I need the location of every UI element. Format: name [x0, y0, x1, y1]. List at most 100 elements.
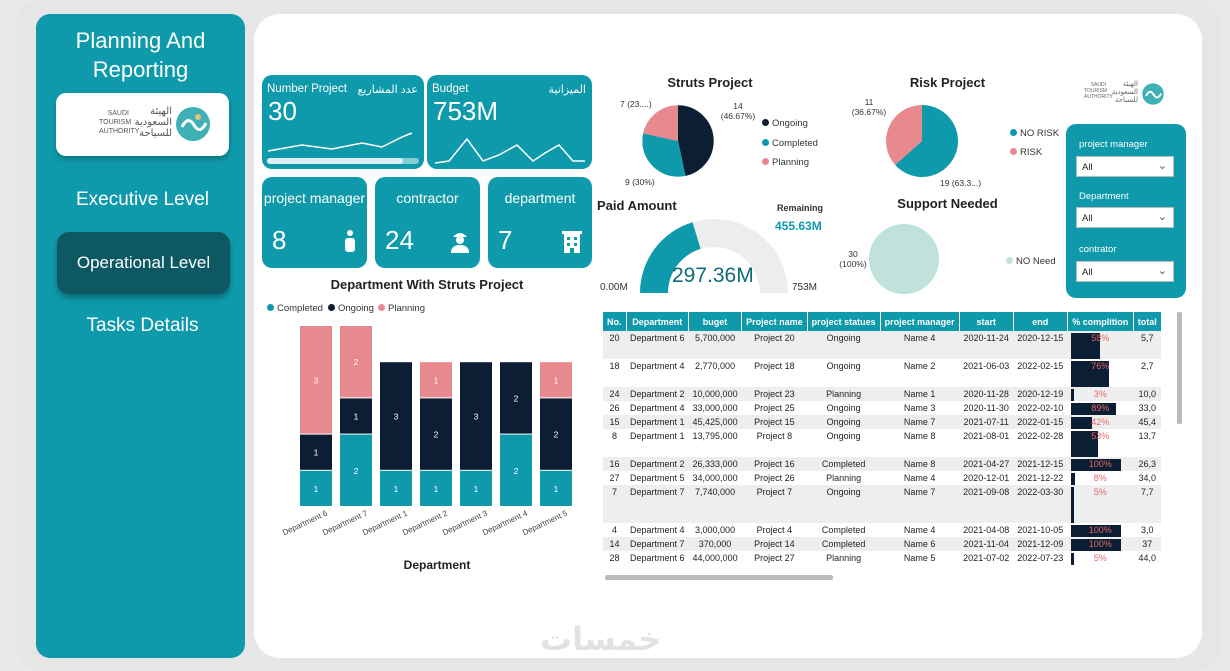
- horizontal-scrollbar[interactable]: [605, 575, 833, 580]
- bar-value-label: 1: [314, 448, 319, 458]
- bar-ongoing-6[interactable]: [500, 362, 532, 434]
- bar-ongoing-3[interactable]: [380, 362, 412, 470]
- column-header[interactable]: project statues: [807, 312, 881, 331]
- completion-bar: [1071, 459, 1122, 471]
- support-legend-noneed[interactable]: NO Need: [1006, 256, 1056, 267]
- table-row[interactable]: 24 Department 2 10,000,000 Project 23 Planni…: [603, 387, 1162, 401]
- completion-cell: 8%: [1067, 471, 1133, 485]
- column-header[interactable]: end: [1013, 312, 1068, 331]
- struts-legend-ongoing[interactable]: Ongoing: [762, 118, 808, 129]
- column-header[interactable]: No.: [603, 312, 627, 331]
- struts-pie-title: Struts Project: [667, 75, 753, 90]
- watermark: خمسات: [540, 621, 662, 657]
- table-row[interactable]: 8 Department 1 13,795,000 Project 8 Ongoing N…: [603, 429, 1161, 457]
- table-row[interactable]: 14 Department 7 370,000 Project 14 Completed…: [603, 537, 1162, 551]
- contractor-select[interactable]: All ⌄: [1076, 261, 1174, 282]
- bar-ongoing-5[interactable]: [460, 362, 492, 470]
- table-cell: Project 20: [741, 331, 808, 359]
- bar-ongoing-2[interactable]: [340, 398, 372, 434]
- bar-ongoing-7[interactable]: [540, 398, 572, 470]
- bar-completed-5[interactable]: [460, 470, 492, 506]
- table-cell: 2020-12-19: [1013, 387, 1068, 401]
- bar-planning-2[interactable]: [340, 326, 372, 398]
- kpi-department-value: 7: [498, 225, 513, 255]
- bar-value-label: 1: [554, 484, 559, 494]
- completion-cell: 42%: [1067, 415, 1134, 429]
- table-row[interactable]: 27 Department 5 34,000,000 Project 26 Planni…: [603, 471, 1161, 485]
- table-row[interactable]: 15 Department 1 45,425,000 Project 15 Ongoin…: [603, 415, 1162, 429]
- kpi-contractor-value: 24: [385, 225, 414, 255]
- bar-planning-1[interactable]: [300, 326, 332, 434]
- table-row[interactable]: 20 Department 6 5,700,000 Project 20 Ongoing…: [603, 331, 1162, 359]
- table-cell: 2021-04-27: [959, 457, 1014, 471]
- struts-legend-completed[interactable]: Completed: [762, 138, 818, 149]
- table-cell: Planning: [807, 387, 881, 401]
- table-cell: Ongoing: [807, 415, 881, 429]
- bar-ongoing-4[interactable]: [420, 398, 452, 470]
- completion-bar: [1071, 403, 1116, 415]
- bar-completed-7[interactable]: [540, 470, 572, 506]
- table-viewport: No. Department buget Project name project st…: [603, 312, 1177, 574]
- table-row[interactable]: 26 Department 4 33,000,000 Project 25 Ongoin…: [603, 401, 1161, 415]
- table-cell: 37: [1133, 537, 1162, 551]
- building-icon: [562, 231, 582, 253]
- bar-planning-4[interactable]: [420, 362, 452, 398]
- column-header[interactable]: buget: [688, 312, 743, 331]
- table-cell: Ongoing: [826, 361, 861, 371]
- bar-completed-1[interactable]: [300, 470, 332, 506]
- legend-completed[interactable]: Completed: [267, 303, 323, 314]
- bar-value-label: 1: [554, 375, 559, 385]
- table-row[interactable]: 28 Department 6 44,000,000 Project 27 Planni…: [603, 551, 1161, 565]
- column-header[interactable]: % complition: [1067, 312, 1134, 331]
- table-cell: Department 7: [626, 485, 689, 523]
- vertical-scrollbar[interactable]: [1177, 312, 1182, 424]
- table-cell: 2021-07-11: [959, 415, 1014, 429]
- bar-planning-7[interactable]: [540, 362, 572, 398]
- table-cell: Department 6: [626, 331, 689, 359]
- risk-legend-norisk[interactable]: NO RISK: [1010, 128, 1059, 139]
- paid-value: 297.36M: [672, 264, 754, 287]
- nav-executive-level[interactable]: Executive Level: [75, 189, 210, 210]
- table-cell: 2021-07-02: [963, 553, 1010, 563]
- table-cell: 33,000,000: [692, 403, 738, 413]
- bar-completed-4[interactable]: [420, 470, 452, 506]
- column-header[interactable]: Department: [626, 312, 690, 331]
- column-header[interactable]: start: [959, 312, 1014, 331]
- nav-operational-level[interactable]: Operational Level: [57, 232, 230, 294]
- risk-legend-risk[interactable]: RISK: [1010, 147, 1042, 158]
- table-row[interactable]: 4 Department 4 3,000,000 Project 4 Completed…: [603, 523, 1161, 537]
- legend-ongoing[interactable]: Ongoing: [328, 303, 374, 314]
- completion-cell: 5%: [1067, 485, 1134, 523]
- table-cell: 28: [609, 553, 620, 563]
- table-row[interactable]: 7 Department 7 7,740,000 Project 7 Ongoing Na…: [603, 485, 1162, 523]
- budget-sparkline: [434, 137, 585, 164]
- completion-bar: [1071, 361, 1110, 387]
- table-cell: 2022-02-28: [1017, 431, 1064, 441]
- column-header[interactable]: Project name: [741, 312, 808, 331]
- logo-mark-icon: [176, 107, 210, 141]
- person-icon: [345, 230, 355, 252]
- table-row[interactable]: 16 Department 2 26,333,000 Project 16 Comple…: [603, 457, 1162, 471]
- table-cell: Department 4: [630, 361, 685, 371]
- bar-ongoing-1[interactable]: [300, 434, 332, 470]
- struts-legend-planning[interactable]: Planning: [762, 157, 809, 168]
- bar-completed-2[interactable]: [340, 434, 372, 506]
- bar-completed-3[interactable]: [380, 470, 412, 506]
- table-cell: Name 8: [880, 457, 960, 471]
- table-row[interactable]: 18 Department 4 2,770,000 Project 18 Ongoing…: [603, 359, 1161, 387]
- column-header[interactable]: project manager: [880, 312, 960, 331]
- nav-tasks-details[interactable]: Tasks Details: [86, 315, 199, 336]
- bar-completed-6[interactable]: [500, 434, 532, 506]
- paid-amount-title: Paid Amount: [597, 198, 677, 213]
- project-manager-select[interactable]: All ⌄: [1076, 156, 1174, 177]
- column-header[interactable]: total: [1133, 312, 1162, 331]
- kpi-contractor: contractor 24: [375, 177, 480, 268]
- gauge-min: 0.00M: [600, 282, 628, 293]
- table-cell: Name 8: [903, 431, 936, 441]
- table-cell: Name 4: [903, 525, 936, 535]
- department-select[interactable]: All ⌄: [1076, 207, 1174, 228]
- table-cell: Project 14: [741, 537, 808, 551]
- table-cell: 8: [611, 431, 617, 441]
- legend-planning[interactable]: Planning: [378, 303, 425, 314]
- completion-bar: [1071, 431, 1098, 457]
